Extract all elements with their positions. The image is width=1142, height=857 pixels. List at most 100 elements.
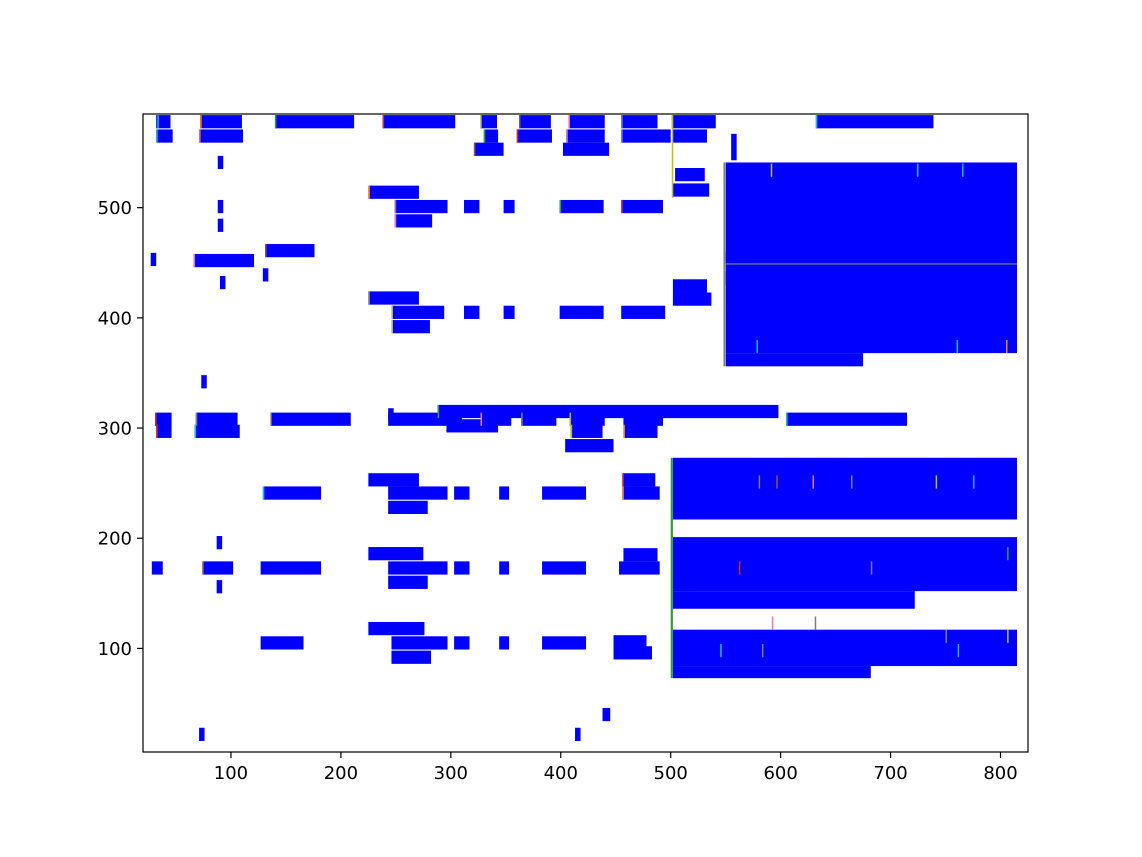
bar xyxy=(368,621,425,636)
bar xyxy=(464,199,480,214)
bar-start-marker xyxy=(1006,339,1008,354)
bar xyxy=(156,424,172,438)
bar xyxy=(675,167,705,182)
bar xyxy=(562,142,610,156)
x-tick-label: 700 xyxy=(873,763,907,784)
bar xyxy=(156,129,173,143)
bar-start-marker xyxy=(394,214,397,228)
bar-start-marker xyxy=(623,424,625,438)
bar xyxy=(725,251,1018,354)
y-tick-label: 300 xyxy=(98,419,132,440)
bar xyxy=(454,486,470,500)
bar xyxy=(672,292,712,306)
bar-start-marker xyxy=(756,339,758,354)
bar xyxy=(151,561,163,575)
bar xyxy=(265,244,315,258)
bar xyxy=(260,636,304,650)
bar-start-marker xyxy=(559,199,562,214)
bar xyxy=(672,537,1018,592)
bar-start-marker xyxy=(776,475,778,489)
bar-start-marker xyxy=(566,129,568,143)
bar xyxy=(623,412,664,426)
bar-start-marker xyxy=(771,616,774,630)
bar xyxy=(672,629,1018,667)
bar-start-marker xyxy=(570,424,573,438)
bar xyxy=(559,305,604,319)
bar xyxy=(199,727,205,741)
bar xyxy=(368,185,419,199)
bar xyxy=(672,457,1018,520)
bar xyxy=(391,305,445,319)
bar-start-marker xyxy=(621,129,623,143)
bar xyxy=(262,486,322,500)
bar-start-marker xyxy=(945,629,948,643)
bar-start-marker xyxy=(670,457,673,679)
bar-start-marker xyxy=(815,115,818,129)
bar xyxy=(216,580,223,594)
bar-start-marker xyxy=(521,412,523,426)
bar xyxy=(217,218,224,232)
bar-start-marker xyxy=(622,486,624,500)
bar xyxy=(156,115,171,129)
bar-start-marker xyxy=(200,115,202,129)
bar-start-marker xyxy=(199,129,201,143)
bar xyxy=(388,486,448,500)
bar xyxy=(270,412,351,426)
bar-start-marker xyxy=(621,115,623,129)
bar xyxy=(499,561,510,575)
bar xyxy=(731,133,737,161)
bar-start-marker xyxy=(155,412,157,426)
bar-start-marker xyxy=(473,142,476,156)
bar-separator xyxy=(725,263,1018,265)
bar xyxy=(565,439,614,453)
bar xyxy=(619,561,660,575)
bar-start-marker xyxy=(916,163,919,177)
bar-start-marker xyxy=(480,115,483,129)
bar xyxy=(575,727,581,741)
bar xyxy=(672,183,710,197)
bar-start-marker xyxy=(483,129,486,143)
bar-start-marker xyxy=(202,561,204,575)
bar xyxy=(394,199,448,214)
x-tick-label: 500 xyxy=(654,763,688,784)
bar xyxy=(217,199,224,214)
bar-start-marker xyxy=(814,616,817,630)
bar xyxy=(568,115,605,129)
bar-start-marker xyxy=(738,561,741,575)
bar xyxy=(672,129,707,143)
bar xyxy=(725,162,1018,264)
bar xyxy=(388,500,428,514)
bar-start-marker xyxy=(568,115,570,129)
bar xyxy=(368,291,419,305)
bar xyxy=(194,424,240,438)
bar-start-marker xyxy=(156,424,158,438)
bar xyxy=(480,115,497,129)
bar xyxy=(391,320,430,334)
bar-start-marker xyxy=(851,475,853,489)
bar xyxy=(499,486,510,500)
bar xyxy=(621,199,664,214)
bar xyxy=(368,547,424,561)
bar-start-marker xyxy=(956,339,959,354)
bar-start-marker xyxy=(193,253,196,268)
bar xyxy=(202,561,234,575)
bar xyxy=(382,115,456,129)
bar-start-marker xyxy=(671,115,674,143)
bar xyxy=(542,636,587,650)
y-tick-label: 400 xyxy=(98,308,132,329)
bar-start-marker xyxy=(368,291,370,305)
bar xyxy=(672,591,915,609)
bar-start-marker xyxy=(157,115,159,129)
bar-start-marker xyxy=(786,412,788,426)
bar xyxy=(150,252,157,267)
bar-start-marker xyxy=(1007,629,1009,643)
bar-start-marker xyxy=(394,199,397,214)
bar-start-marker xyxy=(671,142,674,198)
bar xyxy=(368,473,419,487)
bar xyxy=(274,115,355,129)
bar xyxy=(155,412,172,426)
axes-frame xyxy=(142,113,1029,753)
bar xyxy=(542,561,587,575)
bar xyxy=(483,129,499,143)
